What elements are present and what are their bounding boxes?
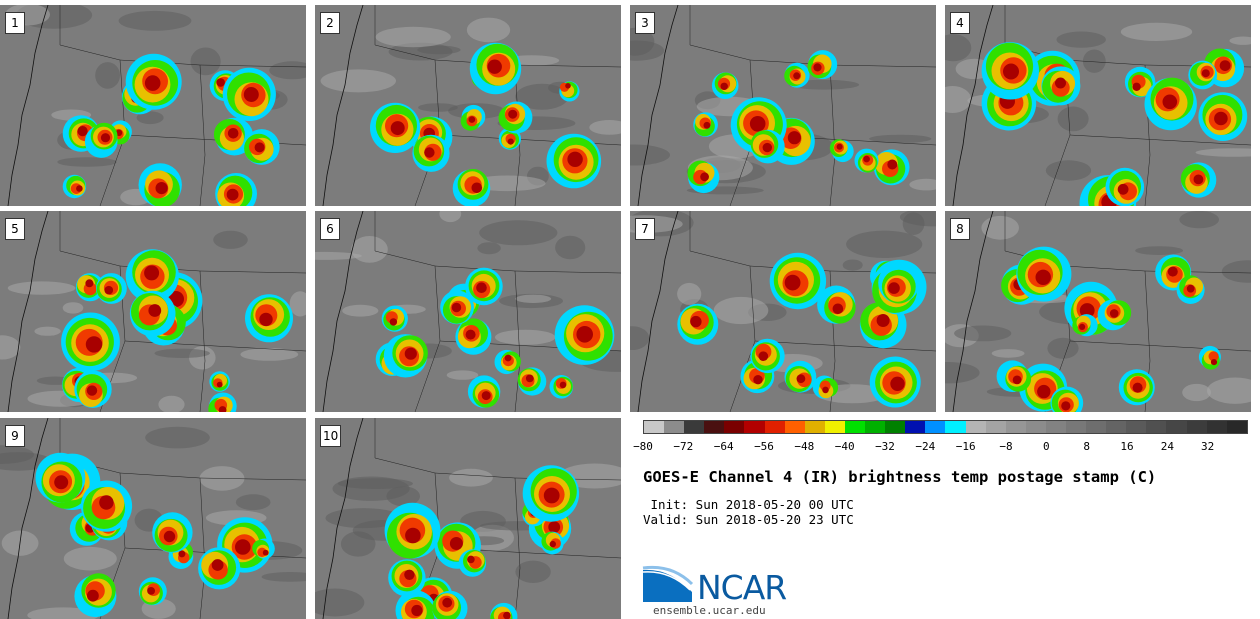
ensemble-member-panel: 8 [945,211,1251,412]
colorbar-segment [704,421,725,433]
satellite-map [945,5,1251,206]
colorbar-segment [1106,421,1127,433]
colorbar-segment [644,421,665,433]
ensemble-member-panel: 5 [0,211,306,412]
colorbar-tick-label: −40 [834,440,855,453]
satellite-map [945,211,1251,412]
colorbar-segment [885,421,906,433]
ensemble-member-panel: 2 [315,5,621,206]
ensemble-member-panel: 4 [945,5,1251,206]
init-time: Init: Sun 2018-05-20 00 UTC [643,497,854,512]
colorbar-segment [905,421,926,433]
colorbar-segment [1045,421,1066,433]
colorbar-segment [965,421,986,433]
colorbar-tick-label: 32 [1201,440,1215,453]
colorbar-segment [784,421,805,433]
colorbar-segment [824,421,845,433]
satellite-map [315,211,621,412]
satellite-map [0,418,306,619]
ncar-logo-icon [642,565,694,602]
satellite-map [630,211,936,412]
colorbar-segment [1146,421,1167,433]
colorbar-segment [985,421,1006,433]
colorbar-segment [1126,421,1147,433]
colorbar-tick-label: 16 [1120,440,1134,453]
member-number-label: 2 [320,12,340,34]
colorbar-segment [1065,421,1087,433]
colorbar-tick-label: −80 [633,440,653,453]
colorbar-segment [1186,421,1207,433]
member-number-label: 7 [635,218,655,240]
colorbar-segment [1206,421,1227,433]
site-url: ensemble.ucar.edu [653,604,766,617]
satellite-map [630,5,936,206]
valid-time: Valid: Sun 2018-05-20 23 UTC [643,512,854,527]
ensemble-member-panel: 6 [315,211,621,412]
member-number-label: 1 [5,12,25,34]
colorbar-segment [764,421,785,433]
member-number-label: 5 [5,218,25,240]
colorbar-tick-label: 0 [1043,440,1050,453]
ensemble-member-panel: 1 [0,5,306,206]
figure-title: GOES-E Channel 4 (IR) brightness temp po… [643,468,1157,486]
colorbar [643,420,1248,434]
colorbar-segment [1226,421,1247,433]
member-number-label: 3 [635,12,655,34]
colorbar-segment [945,421,966,433]
colorbar-segment [664,421,685,433]
colorbar-segment [925,421,946,433]
colorbar-segment [1166,421,1187,433]
colorbar-tick-label: 24 [1160,440,1174,453]
colorbar-tick-label: −48 [794,440,815,453]
satellite-map [0,211,306,412]
ncar-logo-text: NCAR [697,568,787,607]
satellite-map [315,418,621,619]
member-number-label: 6 [320,218,340,240]
colorbar-segment [744,421,765,433]
colorbar-tick-label: −32 [875,440,895,453]
colorbar-segment [1086,421,1107,433]
ensemble-member-panel: 3 [630,5,936,206]
colorbar-tick-label: −24 [915,440,936,453]
colorbar-tick-label: −8 [999,440,1013,453]
colorbar-segment [724,421,745,433]
colorbar-tick-label: −16 [955,440,976,453]
member-number-label: 4 [950,12,970,34]
satellite-map [315,5,621,206]
member-number-label: 10 [320,425,342,447]
colorbar-tick-label: 8 [1083,440,1090,453]
colorbar-segment [1025,421,1046,433]
ensemble-member-panel: 7 [630,211,936,412]
ensemble-member-panel: 10 [315,418,621,619]
colorbar-segment [804,421,825,433]
colorbar-tick-label: −64 [713,440,734,453]
member-number-label: 8 [950,218,970,240]
colorbar-tick-labels: −80 −72 −64 −56 −48 −40 −32 −24 −16 −8 0 8 16 24 32 [633,438,1248,454]
colorbar-tick-label: −56 [754,440,774,453]
colorbar-tick-label: −72 [673,440,694,453]
ensemble-member-panel: 9 [0,418,306,619]
satellite-map [0,5,306,206]
colorbar-segment [865,421,886,433]
member-number-label: 9 [5,425,25,447]
colorbar-segment [844,421,866,433]
colorbar-segment [1005,421,1026,433]
colorbar-segment [684,421,705,433]
